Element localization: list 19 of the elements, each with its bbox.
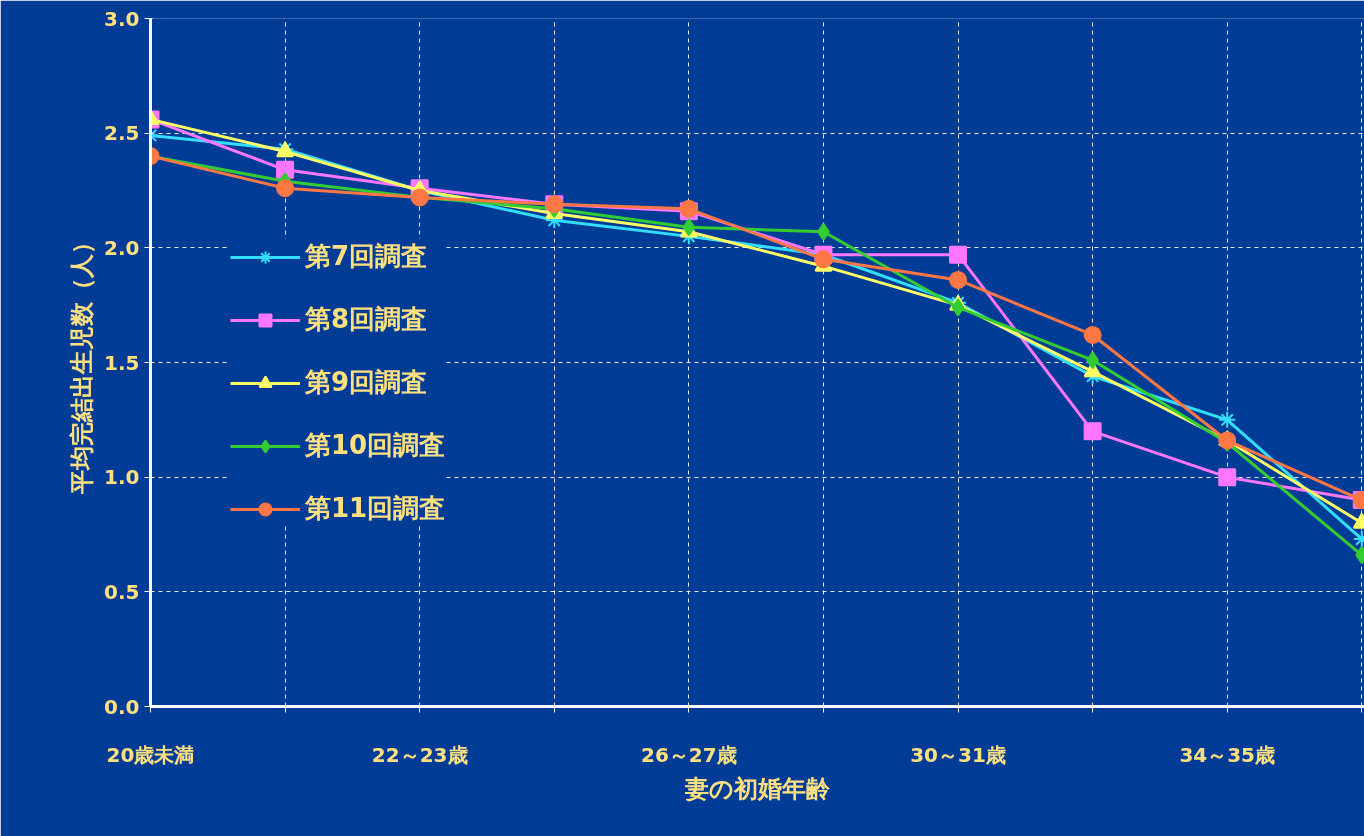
y-tick-label: 2.5 [104,121,140,146]
legend-label: 第7回調査 [305,240,428,273]
y-tick-label: 1.5 [104,350,140,375]
x-tick-label: 22～23歳 [371,742,468,767]
x-tick-label: 34～35歳 [1179,742,1276,767]
legend-label: 第11回調査 [305,492,446,525]
legend-label: 第8回調査 [305,303,428,336]
legend-label: 第10回調査 [305,429,446,462]
x-tick-label: 26～27歳 [641,742,737,767]
y-tick-label: 1.0 [104,465,140,490]
y-tick-label: 2.0 [104,235,140,260]
x-tick-label: 20歳未満 [106,742,195,767]
x-axis-title: 妻の初婚年齢 [684,774,831,803]
y-tick-label: 0.0 [104,694,140,719]
x-tick-label: 30～31歳 [910,742,1006,767]
y-tick-label: 3.0 [104,6,140,31]
legend-label: 第9回調査 [305,366,428,399]
y-tick-label: 0.5 [104,579,140,604]
y-axis-title: 平均完結出生児数（人） [68,230,97,496]
